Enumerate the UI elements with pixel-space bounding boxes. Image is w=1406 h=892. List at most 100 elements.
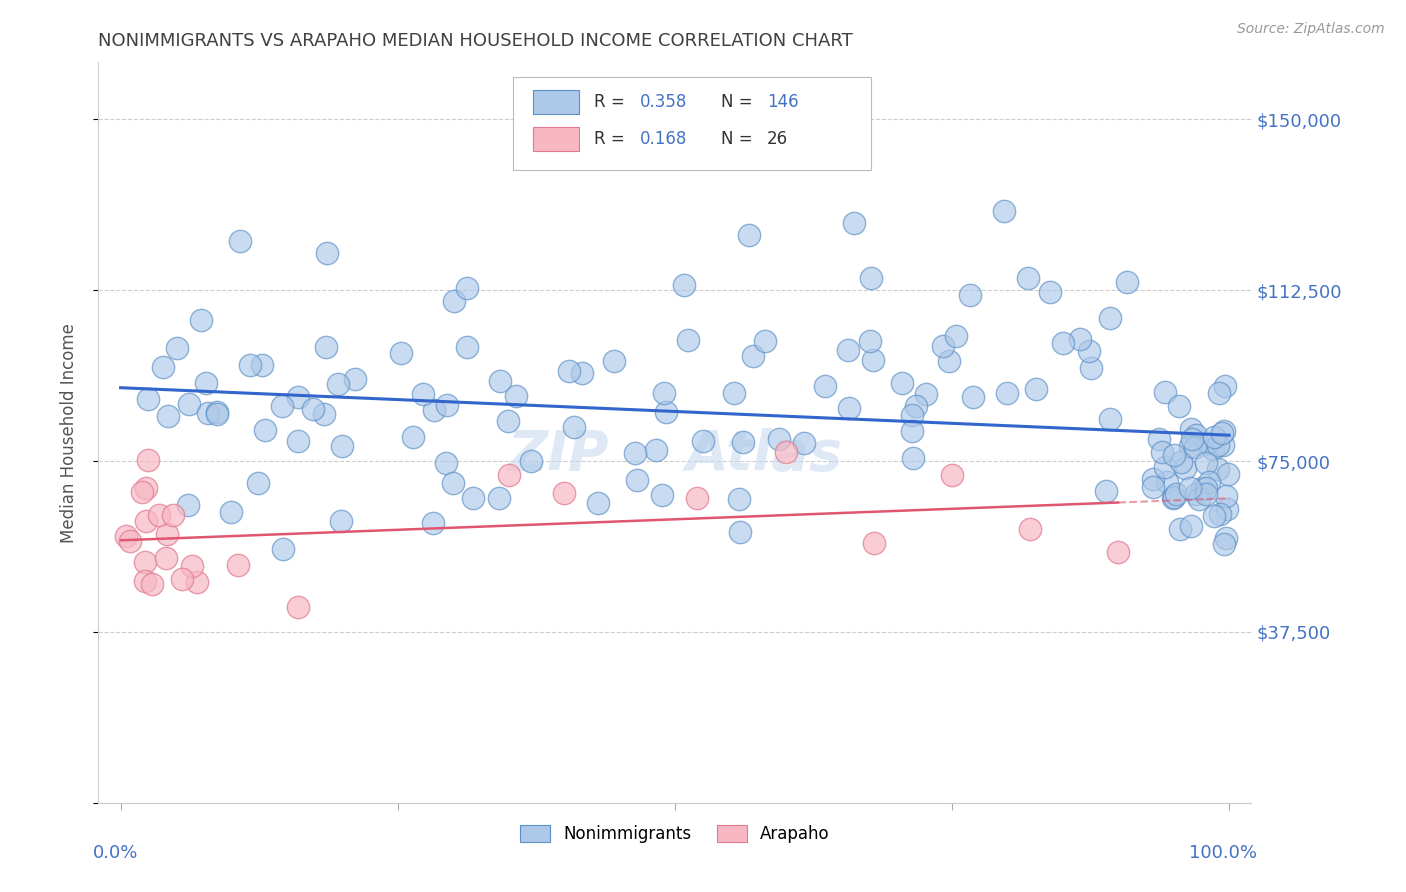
Text: 0.358: 0.358 — [640, 93, 688, 111]
Point — [1188, 492, 1211, 507]
Point — [1198, 475, 1220, 490]
Text: 146: 146 — [768, 93, 799, 111]
Point — [558, 364, 581, 378]
Point — [859, 271, 882, 285]
Point — [250, 358, 273, 372]
Point — [603, 354, 626, 368]
Point — [945, 328, 967, 343]
Point — [1174, 461, 1197, 475]
Point — [1156, 475, 1178, 489]
Point — [287, 434, 309, 448]
Point — [315, 340, 337, 354]
Text: R =: R = — [595, 129, 630, 148]
Point — [1018, 523, 1040, 537]
Point — [890, 376, 912, 390]
Text: ZIP    Atlas: ZIP Atlas — [508, 428, 842, 482]
Point — [859, 334, 882, 348]
Point — [229, 234, 252, 248]
Point — [686, 491, 709, 505]
Point — [814, 379, 837, 393]
Point — [932, 339, 955, 353]
Point — [197, 406, 219, 420]
Point — [562, 419, 585, 434]
Point — [1017, 270, 1039, 285]
Point — [1180, 518, 1202, 533]
Point — [1181, 432, 1204, 446]
Point — [253, 423, 276, 437]
Point — [1153, 385, 1175, 400]
Point — [115, 529, 138, 543]
Point — [134, 574, 156, 588]
Point — [205, 405, 228, 419]
Point — [1095, 483, 1118, 498]
Point — [148, 508, 170, 523]
Point — [1212, 438, 1234, 452]
Text: N =: N = — [721, 129, 758, 148]
Point — [1107, 545, 1129, 559]
Point — [1039, 285, 1062, 299]
Point — [1116, 275, 1139, 289]
Point — [738, 227, 761, 242]
Point — [461, 491, 484, 505]
Point — [1154, 460, 1177, 475]
Point — [938, 354, 960, 368]
Point — [1168, 522, 1191, 536]
Point — [287, 390, 309, 404]
Point — [1163, 490, 1185, 504]
Point — [692, 434, 714, 449]
Point — [995, 386, 1018, 401]
Point — [962, 391, 984, 405]
Point — [271, 399, 294, 413]
Point — [422, 516, 444, 530]
Point — [1078, 343, 1101, 358]
Point — [655, 405, 678, 419]
Point — [1180, 481, 1202, 495]
Point — [754, 334, 776, 349]
Point — [226, 558, 249, 573]
Point — [1185, 487, 1208, 501]
Text: NONIMMIGRANTS VS ARAPAHO MEDIAN HOUSEHOLD INCOME CORRELATION CHART: NONIMMIGRANTS VS ARAPAHO MEDIAN HOUSEHOL… — [98, 32, 853, 50]
Text: 0.0%: 0.0% — [93, 844, 138, 862]
Point — [1194, 457, 1216, 471]
Point — [1204, 430, 1226, 444]
Point — [423, 403, 446, 417]
Point — [456, 340, 478, 354]
Point — [959, 288, 981, 302]
Point — [1191, 481, 1213, 495]
Point — [586, 495, 609, 509]
Point — [389, 346, 412, 360]
Point — [905, 399, 928, 413]
Point — [316, 246, 339, 260]
FancyBboxPatch shape — [533, 127, 579, 151]
Point — [195, 376, 218, 390]
Point — [553, 486, 575, 500]
Point — [157, 409, 180, 423]
Point — [1195, 481, 1218, 495]
Point — [135, 481, 157, 495]
Point — [676, 333, 699, 347]
Point — [170, 572, 193, 586]
Point — [302, 402, 325, 417]
Point — [1099, 412, 1122, 426]
Point — [723, 386, 745, 401]
Point — [1211, 425, 1233, 440]
Point — [330, 439, 353, 453]
Point — [155, 527, 177, 541]
Point — [179, 397, 201, 411]
Point — [1215, 502, 1237, 516]
Point — [1099, 311, 1122, 326]
Legend: Nonimmigrants, Arapaho: Nonimmigrants, Arapaho — [513, 819, 837, 850]
FancyBboxPatch shape — [533, 90, 579, 113]
Point — [775, 445, 797, 459]
Point — [1080, 361, 1102, 376]
Point — [1195, 487, 1218, 501]
Point — [644, 442, 666, 457]
Point — [190, 313, 212, 327]
Point — [837, 343, 859, 357]
Point — [1215, 531, 1237, 545]
Point — [343, 372, 366, 386]
Point — [239, 359, 262, 373]
Point — [186, 574, 208, 589]
Point — [287, 600, 309, 615]
Point — [1202, 442, 1225, 457]
